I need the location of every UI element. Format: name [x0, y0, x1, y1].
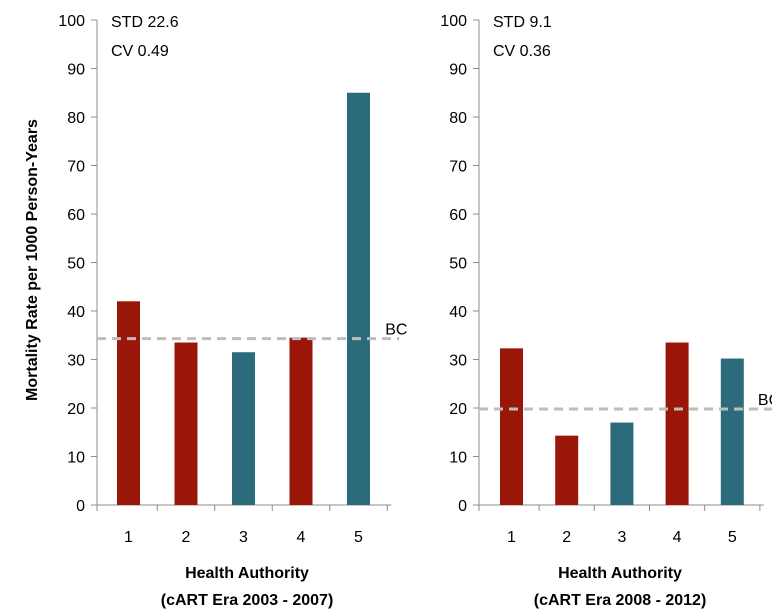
- y-tick-label: 0: [76, 498, 85, 515]
- y-tick-label: 0: [458, 498, 467, 515]
- x-axis-title: Health Authority: [558, 565, 682, 582]
- x-tick-label: 5: [728, 529, 737, 546]
- x-tick-label: 3: [239, 529, 248, 546]
- y-tick-label: 50: [67, 256, 85, 273]
- y-tick-label: 40: [449, 304, 467, 321]
- bar-health-authority-2: [174, 342, 198, 505]
- x-axis-subtitle: (cART Era 2008 - 2012): [534, 592, 707, 609]
- cv-stat: CV 0.36: [493, 43, 551, 60]
- bc-reference-label: BC: [385, 322, 407, 339]
- y-tick-label: 30: [449, 353, 467, 370]
- y-tick-label: 100: [58, 13, 85, 30]
- y-tick-label: 20: [449, 401, 467, 418]
- bar-health-authority-4: [665, 342, 689, 505]
- y-tick-label: 60: [449, 207, 467, 224]
- x-tick-label: 5: [354, 529, 363, 546]
- bar-health-authority-4: [289, 337, 313, 505]
- bar-health-authority-1: [117, 301, 140, 505]
- chart-panel-2008-2012: 0 10 20 30 40 50 60 70 80 90 100 1 2 3 4 5 BC STD 9.1 CV 0…: [440, 13, 772, 609]
- y-tick-label: 100: [440, 13, 467, 30]
- y-tick-label: 10: [67, 450, 85, 467]
- x-tick-label: 1: [124, 529, 133, 546]
- y-axis-title: Mortality Rate per 1000 Person-Years: [24, 119, 41, 401]
- y-tick-label: 60: [67, 207, 85, 224]
- y-tick-label: 70: [67, 159, 85, 176]
- x-tick-label: 3: [617, 529, 626, 546]
- x-tick-label: 4: [297, 529, 306, 546]
- chart-panel-2003-2007: 0 10 20 30 40 50 60 70 80 90 100 1 2 3 4 5 BC STD 22.6 CV …: [58, 13, 407, 609]
- y-tick-label: 90: [449, 62, 467, 79]
- y-tick-label: 90: [67, 62, 85, 79]
- x-tick-label: 2: [182, 529, 191, 546]
- std-stat: STD 22.6: [111, 14, 179, 31]
- x-axis-subtitle: (cART Era 2003 - 2007): [161, 592, 334, 609]
- bar-health-authority-5: [720, 358, 744, 505]
- bar-health-authority-2: [555, 435, 579, 505]
- cv-stat: CV 0.49: [111, 43, 169, 60]
- x-tick-label: 2: [562, 529, 571, 546]
- x-axis-title: Health Authority: [185, 565, 309, 582]
- y-tick-label: 80: [67, 110, 85, 127]
- y-tick-label: 80: [449, 110, 467, 127]
- y-tick-label: 20: [67, 401, 85, 418]
- y-tick-label: 50: [449, 256, 467, 273]
- bc-reference-label: BC: [758, 392, 772, 409]
- bar-health-authority-3: [610, 422, 634, 505]
- x-tick-label: 1: [507, 529, 516, 546]
- y-tick-label: 10: [449, 450, 467, 467]
- bar-health-authority-1: [500, 348, 523, 505]
- x-tick-label: 4: [673, 529, 682, 546]
- bar-health-authority-3: [232, 352, 255, 505]
- y-tick-label: 30: [67, 353, 85, 370]
- bar-health-authority-5: [347, 92, 370, 505]
- y-tick-label: 40: [67, 304, 85, 321]
- y-tick-label: 70: [449, 159, 467, 176]
- std-stat: STD 9.1: [493, 14, 552, 31]
